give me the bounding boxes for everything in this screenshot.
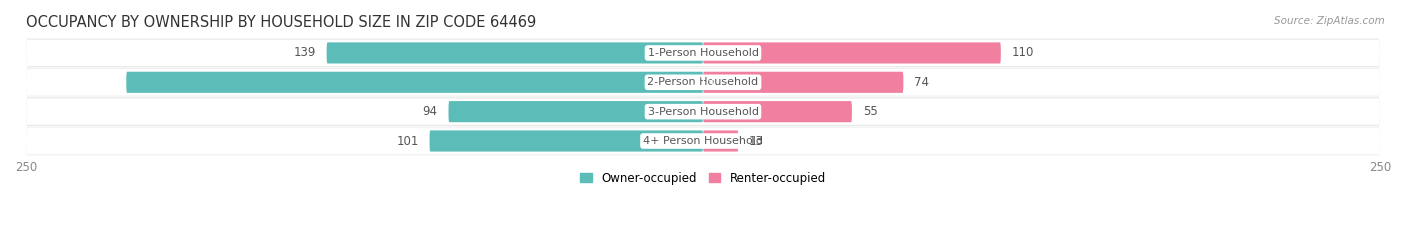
FancyBboxPatch shape xyxy=(27,39,1379,67)
Text: 1-Person Household: 1-Person Household xyxy=(648,48,758,58)
FancyBboxPatch shape xyxy=(703,101,852,122)
FancyBboxPatch shape xyxy=(127,72,703,93)
FancyBboxPatch shape xyxy=(703,72,904,93)
FancyBboxPatch shape xyxy=(703,130,738,152)
FancyBboxPatch shape xyxy=(449,101,703,122)
Text: 55: 55 xyxy=(863,105,877,118)
FancyBboxPatch shape xyxy=(27,40,1379,66)
Text: 139: 139 xyxy=(294,46,316,59)
Legend: Owner-occupied, Renter-occupied: Owner-occupied, Renter-occupied xyxy=(579,172,827,185)
Text: OCCUPANCY BY OWNERSHIP BY HOUSEHOLD SIZE IN ZIP CODE 64469: OCCUPANCY BY OWNERSHIP BY HOUSEHOLD SIZE… xyxy=(27,15,536,30)
FancyBboxPatch shape xyxy=(27,98,1379,125)
FancyBboxPatch shape xyxy=(27,68,1379,97)
FancyBboxPatch shape xyxy=(703,42,1001,64)
Text: 94: 94 xyxy=(423,105,437,118)
Text: 13: 13 xyxy=(749,134,763,147)
Text: 101: 101 xyxy=(396,134,419,147)
Text: 213: 213 xyxy=(692,76,714,89)
FancyBboxPatch shape xyxy=(430,130,703,152)
Text: 3-Person Household: 3-Person Household xyxy=(648,107,758,117)
FancyBboxPatch shape xyxy=(27,69,1379,96)
Text: 4+ Person Household: 4+ Person Household xyxy=(643,136,763,146)
FancyBboxPatch shape xyxy=(326,42,703,64)
Text: 110: 110 xyxy=(1012,46,1033,59)
Text: 2-Person Household: 2-Person Household xyxy=(647,77,759,87)
FancyBboxPatch shape xyxy=(27,127,1379,155)
Text: Source: ZipAtlas.com: Source: ZipAtlas.com xyxy=(1274,16,1385,26)
Text: 74: 74 xyxy=(914,76,929,89)
FancyBboxPatch shape xyxy=(27,128,1379,154)
FancyBboxPatch shape xyxy=(27,97,1379,126)
